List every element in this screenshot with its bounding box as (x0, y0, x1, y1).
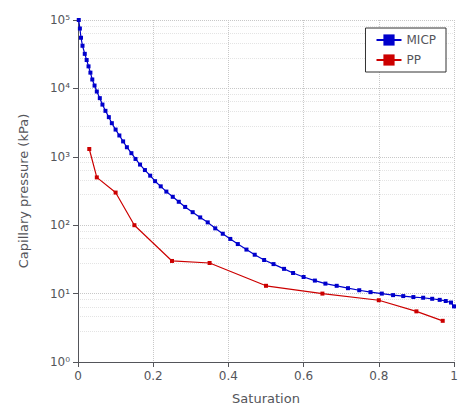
svg-text:MICP: MICP (406, 33, 436, 47)
svg-text:Capillary pressure (kPa): Capillary pressure (kPa) (16, 114, 31, 268)
svg-text:0.6: 0.6 (294, 369, 313, 383)
svg-text:10³: 10³ (50, 150, 70, 164)
svg-text:0.8: 0.8 (369, 369, 388, 383)
svg-text:1: 1 (450, 369, 458, 383)
svg-text:0.4: 0.4 (219, 369, 238, 383)
svg-text:0: 0 (74, 369, 82, 383)
svg-text:10⁵: 10⁵ (50, 13, 70, 27)
svg-text:Saturation: Saturation (232, 391, 300, 406)
svg-text:PP: PP (406, 53, 420, 67)
svg-text:10¹: 10¹ (50, 287, 70, 301)
svg-text:10⁰: 10⁰ (50, 355, 70, 369)
svg-text:10⁴: 10⁴ (50, 81, 70, 95)
svg-text:0.2: 0.2 (144, 369, 163, 383)
svg-text:10²: 10² (50, 218, 70, 232)
